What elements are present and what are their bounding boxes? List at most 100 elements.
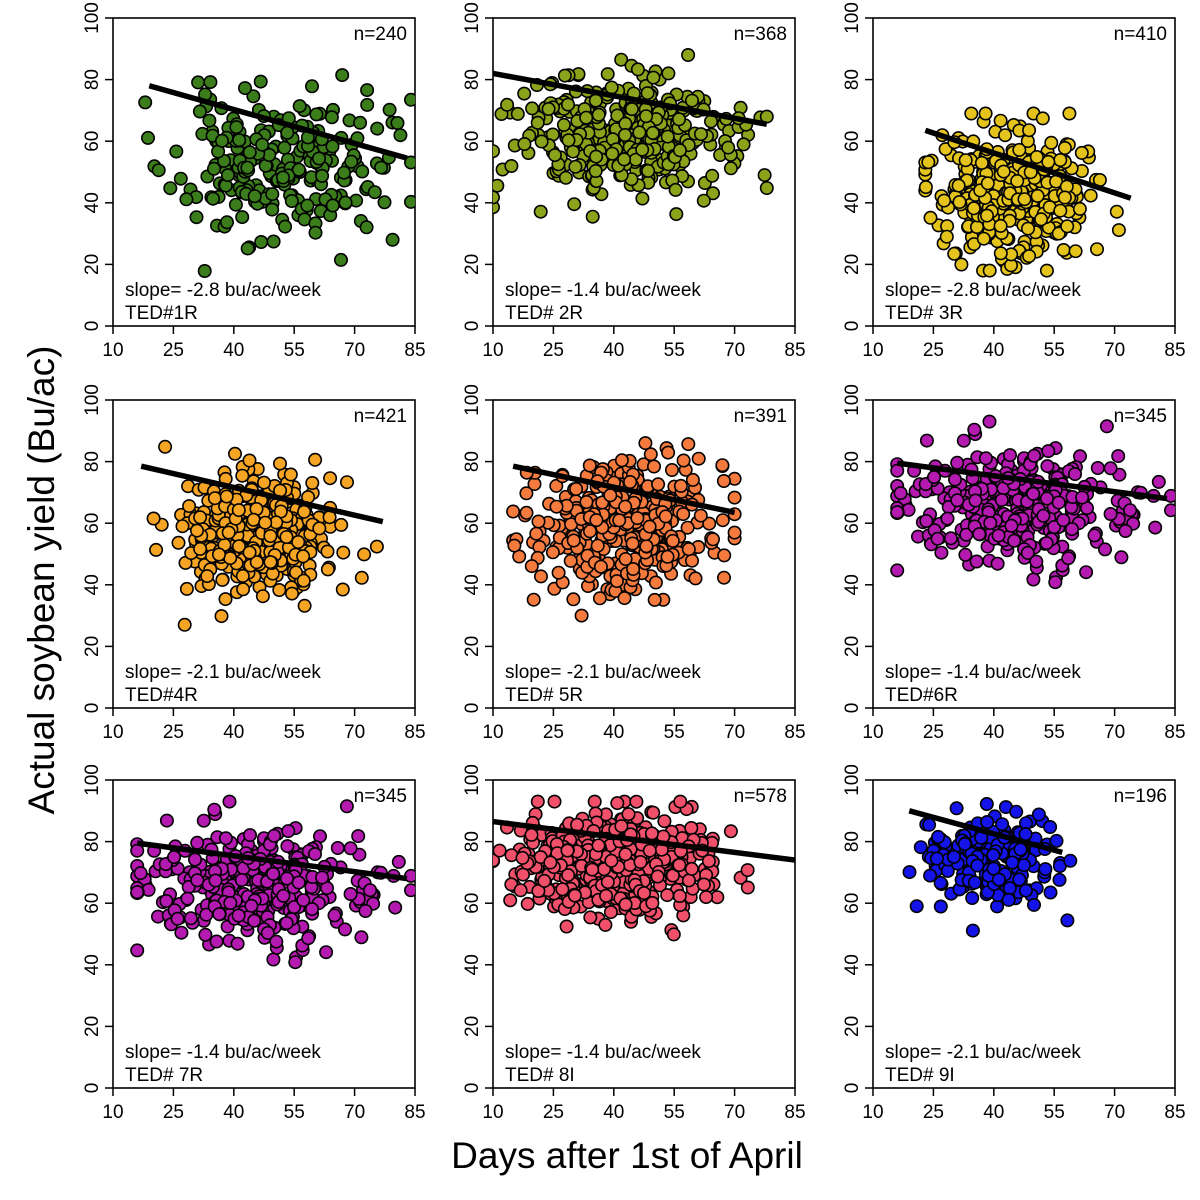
data-point (993, 113, 1008, 128)
x-tick-label: 40 (983, 340, 1004, 361)
data-point (1002, 448, 1017, 463)
data-point (1074, 145, 1089, 160)
data-point (673, 478, 688, 493)
x-tick-label: 25 (923, 722, 944, 743)
data-point (171, 535, 186, 550)
data-point (661, 66, 676, 81)
data-point (1029, 150, 1044, 165)
data-point (757, 168, 772, 183)
data-point (1031, 807, 1046, 822)
data-point (212, 547, 227, 562)
data-point (504, 159, 519, 174)
data-point (964, 106, 979, 121)
data-point (967, 422, 982, 437)
data-point (727, 490, 742, 505)
data-point (715, 513, 730, 528)
y-tick-label: 40 (462, 192, 483, 213)
plot-frame (872, 779, 1176, 1089)
data-point (382, 102, 397, 117)
data-point (612, 513, 627, 528)
sample-size-label: n=345 (1114, 406, 1167, 427)
data-point (982, 263, 997, 278)
data-point (1079, 565, 1094, 580)
x-tick-label: 55 (284, 1102, 305, 1123)
data-point (621, 807, 636, 822)
y-tick-label: 20 (82, 254, 103, 275)
data-point (404, 194, 415, 209)
sample-size-label: n=391 (734, 406, 787, 427)
data-point (902, 865, 917, 880)
data-point (246, 512, 261, 527)
data-point (979, 208, 994, 223)
panel-tag-label: TED#1R (125, 303, 198, 324)
data-point (590, 538, 605, 553)
sample-size-label: n=578 (734, 786, 787, 807)
panel-tag-label: TED#6R (885, 685, 958, 706)
data-point (919, 433, 934, 448)
data-point (626, 561, 641, 576)
data-point (681, 542, 696, 557)
x-tick-label: 85 (404, 340, 425, 361)
data-point (560, 843, 575, 858)
data-point (927, 470, 942, 485)
scatter-panel: 0 20 40 60 80 100 10 25 40 55 70 85 n=345 slope= -1.4… (842, 384, 1186, 743)
data-point (990, 556, 1005, 571)
data-point (529, 526, 544, 541)
sample-size-label: n=345 (354, 786, 407, 807)
data-point (284, 586, 299, 601)
trend-line (148, 83, 408, 161)
x-tick-label: 10 (862, 722, 883, 743)
data-point (547, 148, 562, 163)
data-point (287, 899, 302, 914)
data-point (557, 68, 572, 83)
y-tick-label: 80 (462, 831, 483, 852)
data-point (215, 572, 230, 587)
data-point (533, 204, 548, 219)
data-point (130, 885, 145, 900)
data-point (218, 592, 233, 607)
data-point (235, 468, 250, 483)
data-point (610, 796, 625, 811)
data-point (939, 229, 954, 244)
data-point (696, 193, 711, 208)
y-tick-label: 20 (462, 1016, 483, 1037)
data-point (355, 164, 370, 179)
data-point (671, 112, 686, 127)
data-point (918, 180, 933, 195)
data-point (617, 591, 632, 606)
x-tick-label: 70 (1104, 340, 1125, 361)
y-tick-label: 100 (842, 2, 863, 34)
data-point (265, 187, 280, 202)
data-point (664, 462, 679, 477)
y-tick-label: 100 (842, 764, 863, 796)
x-tick-label: 55 (284, 722, 305, 743)
data-point (308, 225, 323, 240)
data-point (174, 925, 189, 940)
data-point (297, 504, 312, 519)
data-point (937, 193, 952, 208)
data-point (193, 541, 208, 556)
data-point (958, 547, 973, 562)
data-point (228, 197, 243, 212)
y-tick-label: 60 (842, 513, 863, 534)
data-point (296, 573, 311, 588)
data-point (614, 52, 629, 67)
data-point (493, 178, 505, 193)
plot-frame (112, 17, 416, 327)
data-point (354, 930, 369, 945)
data-point (296, 893, 311, 908)
y-tick-label: 100 (82, 764, 103, 796)
data-point (582, 458, 597, 473)
data-point (236, 582, 251, 597)
y-tick-label: 80 (842, 831, 863, 852)
data-point (218, 831, 233, 846)
data-point (972, 527, 987, 542)
data-point (308, 452, 323, 467)
points-layer (493, 47, 774, 224)
data-point (304, 79, 319, 94)
data-point (563, 553, 578, 568)
data-point (246, 89, 261, 104)
data-point (339, 475, 354, 490)
panel-tag-label: TED# 5R (505, 685, 583, 706)
data-point (723, 161, 738, 176)
